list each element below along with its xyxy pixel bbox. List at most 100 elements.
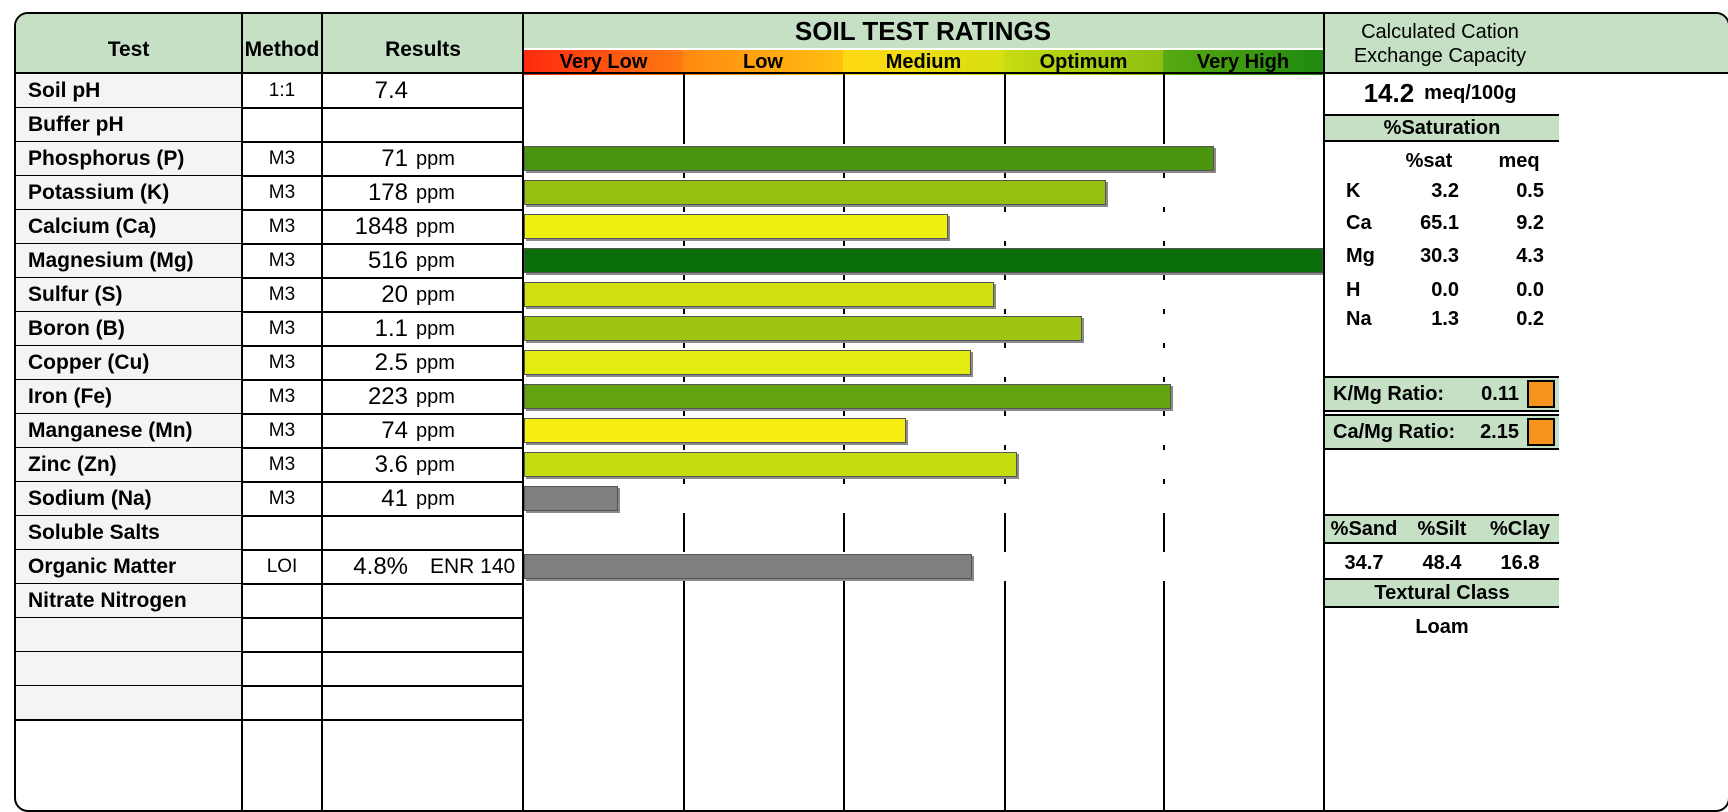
- test-result: 2.5 ppm: [323, 346, 522, 380]
- texture-header: %Sand %Silt %Clay: [1325, 514, 1559, 544]
- bar-row-mask: [524, 484, 1323, 513]
- cec-title-line1: Calculated Cation: [1361, 20, 1519, 43]
- result-unit: ppm: [416, 147, 455, 170]
- test-method: LOI: [266, 556, 298, 577]
- test-name: Phosphorus (P): [16, 142, 241, 176]
- row-divider: [16, 107, 523, 109]
- result-unit: ppm: [416, 215, 455, 238]
- row-divider: [16, 141, 523, 143]
- header-bottom-line: [16, 72, 1728, 74]
- ratio-status-swatch: [1527, 380, 1555, 408]
- rating-bar: [524, 554, 972, 579]
- row-divider: [16, 311, 523, 313]
- test-result: 71 ppm: [323, 142, 522, 176]
- ratio-label: Ca/Mg Ratio:: [1333, 420, 1456, 443]
- test-result: 178 ppm: [323, 176, 522, 210]
- test-name: Zinc (Zn): [16, 448, 241, 482]
- row-divider: [16, 617, 523, 619]
- col-divider-ratings: [1323, 14, 1325, 810]
- row-divider: [16, 583, 523, 585]
- test-name: Sulfur (S): [16, 278, 241, 312]
- saturation-sat: 1.3: [1431, 307, 1459, 330]
- test-name: Manganese (Mn): [16, 414, 241, 448]
- scale-segment: Optimum: [1004, 50, 1163, 75]
- saturation-element: H: [1346, 278, 1361, 301]
- test-name: [16, 618, 241, 652]
- rating-bar: [524, 350, 971, 375]
- saturation-meq: 0.0: [1516, 278, 1544, 301]
- test-result: 516 ppm: [323, 244, 522, 278]
- result-value: 2.5: [374, 349, 408, 376]
- textural-class-title: Textural Class: [1325, 578, 1559, 608]
- result-value: 71: [381, 145, 408, 172]
- test-result: 3.6 ppm: [323, 448, 522, 482]
- test-name: Soluble Salts: [16, 516, 241, 550]
- test-name: Copper (Cu): [16, 346, 241, 380]
- test-method: M3: [268, 284, 296, 305]
- result-unit: ppm: [416, 419, 455, 442]
- rating-bar: [524, 214, 948, 239]
- test-method: [243, 108, 321, 142]
- scale-segment: Medium: [843, 50, 1004, 75]
- rating-bar: [524, 248, 1323, 273]
- result-unit: ppm: [416, 181, 455, 204]
- rating-bar: [524, 486, 618, 511]
- result-value: 178: [367, 179, 408, 206]
- saturation-meq: 9.2: [1516, 211, 1544, 234]
- test-method: 1:1: [268, 80, 296, 101]
- test-name: Sodium (Na): [16, 482, 241, 516]
- test-name: Boron (B): [16, 312, 241, 346]
- ratio-row: K/Mg Ratio: 0.11: [1325, 376, 1559, 412]
- header-method: Method: [244, 38, 320, 61]
- test-method: M3: [268, 352, 296, 373]
- test-name: Buffer pH: [16, 108, 241, 142]
- test-method: M3: [268, 216, 296, 237]
- test-result: 1.1 ppm: [323, 312, 522, 346]
- result-value: 20: [381, 281, 408, 308]
- test-name: Iron (Fe): [16, 380, 241, 414]
- ratio-value: 2.15: [1480, 420, 1519, 443]
- result-extra: ENR 140: [430, 555, 516, 578]
- header-test: Test: [107, 38, 150, 61]
- silt-label: %Silt: [1417, 517, 1467, 540]
- texture-values: 34.7 48.4 16.8: [1325, 548, 1559, 578]
- test-method: [243, 686, 321, 720]
- test-method: [243, 584, 321, 618]
- result-value: 1848: [354, 213, 408, 240]
- row-divider: [16, 447, 523, 449]
- test-method: M3: [268, 454, 296, 475]
- saturation-element: K: [1346, 179, 1361, 202]
- result-value: 516: [367, 247, 408, 274]
- ratio-status-swatch: [1527, 418, 1555, 446]
- saturation-meq: 0.5: [1516, 179, 1544, 202]
- rating-bar: [524, 316, 1082, 341]
- rating-bar: [524, 418, 906, 443]
- test-result: [323, 652, 522, 686]
- test-result: [323, 584, 522, 618]
- ratings-title: SOIL TEST RATINGS: [794, 15, 1052, 46]
- scale-segment: Very High: [1163, 50, 1323, 75]
- test-name: [16, 686, 241, 720]
- cec-unit: meq/100g: [1424, 81, 1517, 104]
- saturation-element: Na: [1346, 307, 1372, 330]
- rating-bar: [524, 282, 994, 307]
- row-divider: [16, 379, 523, 381]
- saturation-sat: 65.1: [1420, 211, 1459, 234]
- saturation-col-sat: %sat: [1405, 149, 1453, 172]
- test-result: 20 ppm: [323, 278, 522, 312]
- col-divider-results: [522, 14, 524, 810]
- sand-value: 34.7: [1344, 551, 1384, 574]
- rating-bar: [524, 452, 1017, 477]
- test-result: [323, 516, 522, 550]
- cec-value: 14.2: [1363, 77, 1415, 108]
- test-result: 74 ppm: [323, 414, 522, 448]
- result-unit: ppm: [416, 487, 455, 510]
- result-unit: ppm: [416, 283, 455, 306]
- row-divider: [16, 277, 523, 279]
- test-result: [323, 618, 522, 652]
- test-method: [243, 618, 321, 652]
- scale-segment: Very Low: [524, 50, 683, 75]
- row-divider: [16, 549, 523, 551]
- test-name: Nitrate Nitrogen: [16, 584, 241, 618]
- saturation-sat: 30.3: [1420, 244, 1459, 267]
